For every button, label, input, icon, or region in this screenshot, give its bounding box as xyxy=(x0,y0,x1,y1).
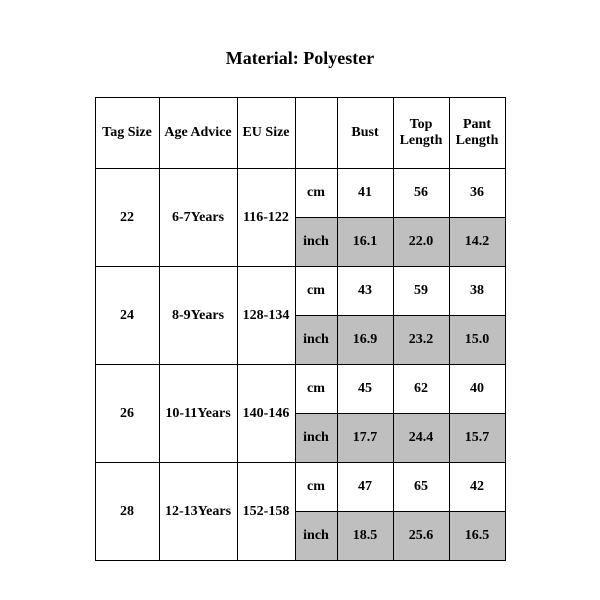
cell-top-inch: 22.0 xyxy=(393,218,449,267)
table-row: 28 12-13Years 152-158 cm 47 65 42 xyxy=(95,463,505,512)
cell-bust-cm: 41 xyxy=(337,169,393,218)
cell-tag-size: 24 xyxy=(95,267,159,365)
cell-pant-cm: 38 xyxy=(449,267,505,316)
col-pant-length: Pant Length xyxy=(449,98,505,169)
cell-pant-inch: 15.7 xyxy=(449,414,505,463)
cell-bust-inch: 18.5 xyxy=(337,512,393,561)
cell-bust-inch: 16.9 xyxy=(337,316,393,365)
table-body: 22 6-7Years 116-122 cm 41 56 36 inch 16.… xyxy=(95,169,505,561)
page: Material: Polyester Tag Size Age Advice … xyxy=(0,0,600,600)
cell-eu-size: 152-158 xyxy=(237,463,295,561)
cell-pant-cm: 40 xyxy=(449,365,505,414)
cell-top-cm: 56 xyxy=(393,169,449,218)
cell-top-cm: 62 xyxy=(393,365,449,414)
cell-eu-size: 140-146 xyxy=(237,365,295,463)
cell-unit-inch: inch xyxy=(295,414,337,463)
cell-bust-cm: 45 xyxy=(337,365,393,414)
cell-unit-cm: cm xyxy=(295,463,337,512)
cell-top-cm: 59 xyxy=(393,267,449,316)
cell-pant-inch: 16.5 xyxy=(449,512,505,561)
cell-tag-size: 22 xyxy=(95,169,159,267)
cell-age-advice: 12-13Years xyxy=(159,463,237,561)
cell-top-inch: 24.4 xyxy=(393,414,449,463)
table-row: 24 8-9Years 128-134 cm 43 59 38 xyxy=(95,267,505,316)
col-eu-size: EU Size xyxy=(237,98,295,169)
col-age-advice: Age Advice xyxy=(159,98,237,169)
cell-unit-cm: cm xyxy=(295,267,337,316)
page-title: Material: Polyester xyxy=(0,0,600,97)
cell-age-advice: 8-9Years xyxy=(159,267,237,365)
cell-top-inch: 25.6 xyxy=(393,512,449,561)
cell-top-inch: 23.2 xyxy=(393,316,449,365)
cell-pant-inch: 14.2 xyxy=(449,218,505,267)
table-row: 22 6-7Years 116-122 cm 41 56 36 xyxy=(95,169,505,218)
cell-unit-inch: inch xyxy=(295,316,337,365)
cell-pant-cm: 42 xyxy=(449,463,505,512)
cell-bust-inch: 16.1 xyxy=(337,218,393,267)
table-row: 26 10-11Years 140-146 cm 45 62 40 xyxy=(95,365,505,414)
col-bust: Bust xyxy=(337,98,393,169)
cell-tag-size: 26 xyxy=(95,365,159,463)
cell-pant-inch: 15.0 xyxy=(449,316,505,365)
cell-unit-inch: inch xyxy=(295,512,337,561)
cell-age-advice: 6-7Years xyxy=(159,169,237,267)
cell-bust-cm: 43 xyxy=(337,267,393,316)
cell-unit-cm: cm xyxy=(295,365,337,414)
cell-top-cm: 65 xyxy=(393,463,449,512)
col-top-length: Top Length xyxy=(393,98,449,169)
cell-age-advice: 10-11Years xyxy=(159,365,237,463)
col-tag-size: Tag Size xyxy=(95,98,159,169)
table-header-row: Tag Size Age Advice EU Size Bust Top Len… xyxy=(95,98,505,169)
col-unit xyxy=(295,98,337,169)
cell-pant-cm: 36 xyxy=(449,169,505,218)
cell-unit-inch: inch xyxy=(295,218,337,267)
size-table: Tag Size Age Advice EU Size Bust Top Len… xyxy=(95,97,506,561)
cell-tag-size: 28 xyxy=(95,463,159,561)
cell-eu-size: 116-122 xyxy=(237,169,295,267)
cell-unit-cm: cm xyxy=(295,169,337,218)
cell-bust-cm: 47 xyxy=(337,463,393,512)
cell-bust-inch: 17.7 xyxy=(337,414,393,463)
cell-eu-size: 128-134 xyxy=(237,267,295,365)
